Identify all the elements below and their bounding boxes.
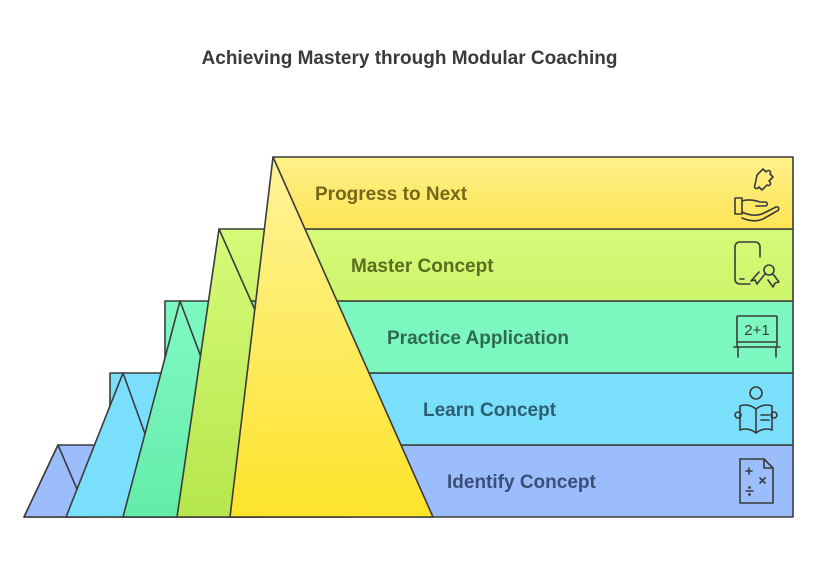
step-label-progress-to-next: Progress to Next — [315, 184, 468, 205]
step-label-practice-application: Practice Application — [387, 328, 569, 349]
certificate-award-icon — [734, 241, 780, 288]
student-reading-icon — [734, 386, 778, 434]
step-label-identify-concept: Identify Concept — [447, 472, 597, 493]
chalkboard-equation-icon — [733, 315, 781, 358]
step-label-master-concept: Master Concept — [351, 256, 494, 277]
math-worksheet-icon — [739, 458, 774, 504]
chalkboard-equation-text: 2+1 — [744, 322, 769, 339]
step-label-learn-concept: Learn Concept — [423, 400, 557, 421]
triangle-progress-to-next — [229, 156, 434, 518]
diagram-title: Achieving Mastery through Modular Coachi… — [201, 48, 618, 69]
hand-puzzle-piece-icon — [734, 168, 780, 222]
